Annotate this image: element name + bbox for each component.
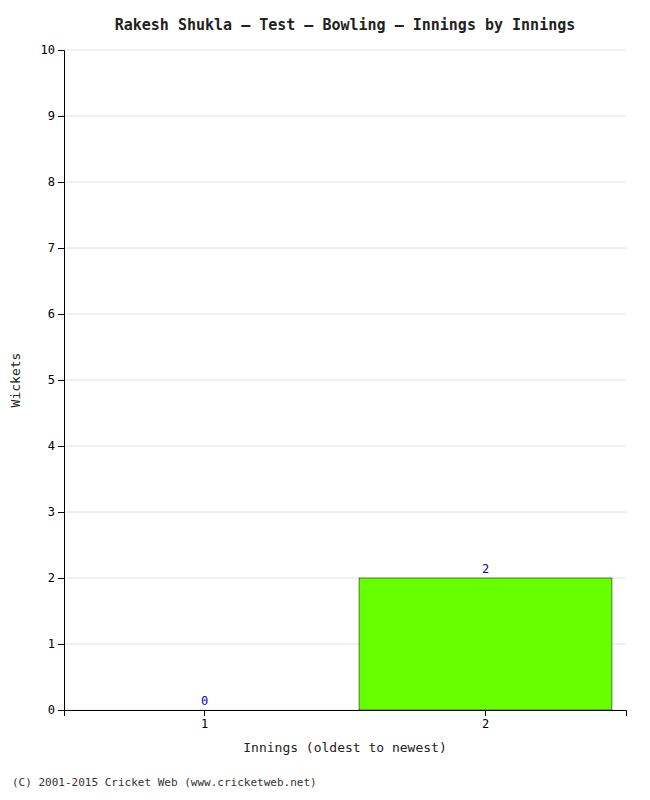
tick-mark [58,50,64,51]
tick: 8 [48,175,64,189]
tick: 2 [48,571,64,585]
tick-label: 4 [48,439,55,453]
grid-line [64,512,626,513]
axis-domain [58,51,65,711]
title: Rakesh Shukla – Test – Bowling – Innings… [115,16,576,34]
y-axis-title: Wickets [8,353,23,408]
grid-line [64,182,626,183]
grid [64,50,626,710]
tick-label: 5 [48,373,55,387]
tick-label: 0 [48,703,55,717]
x-axis: 12 [65,710,627,731]
grid-line [64,116,626,117]
tick-mark [58,380,64,381]
tick-mark [58,116,64,117]
data-labels: 02 [201,562,489,708]
grid-line [64,314,626,315]
data-label: 2 [482,562,489,576]
axis-domain [65,711,627,717]
tick-label: 1 [48,637,55,651]
tick-label: 1 [201,717,208,731]
bar [359,578,612,710]
tick-mark [58,446,64,447]
tick-mark [58,314,64,315]
tick: 1 [48,637,64,651]
tick: 2 [482,710,489,731]
tick-label: 8 [48,175,55,189]
tick-label: 6 [48,307,55,321]
tick-mark [485,710,486,716]
tick: 6 [48,307,64,321]
tick-mark [58,512,64,513]
grid-line [64,248,626,249]
tick: 9 [48,109,64,123]
plot-area: 1201234567891002 [41,43,627,730]
bars [359,578,612,710]
tick: 5 [48,373,64,387]
chart: 1201234567891002Rakesh Shukla – Test – B… [0,0,650,800]
tick-mark [58,644,64,645]
tick: 10 [41,43,64,57]
tick-label: 2 [482,717,489,731]
tick: 1 [201,710,208,731]
tick-label: 3 [48,505,55,519]
tick-mark [204,710,205,716]
grid-line [64,380,626,381]
tick-mark [58,182,64,183]
tick: 4 [48,439,64,453]
tick: 0 [48,703,64,717]
tick-label: 9 [48,109,55,123]
tick-label: 7 [48,241,55,255]
tick-mark [58,578,64,579]
footer: (C) 2001-2015 Cricket Web (www.cricketwe… [12,776,317,789]
grid-line [64,446,626,447]
x-axis-title: Innings (oldest to newest) [243,740,447,755]
tick: 7 [48,241,64,255]
tick-label: 2 [48,571,55,585]
bar [78,710,331,711]
y-axis: 0 1 2 3 4 5 6 7 8 9 10 [41,43,65,717]
grid-line [64,50,626,51]
tick-label: 10 [41,43,55,57]
tick-mark [58,710,64,711]
data-label: 0 [201,694,208,708]
tick-mark [58,248,64,249]
tick: 3 [48,505,64,519]
